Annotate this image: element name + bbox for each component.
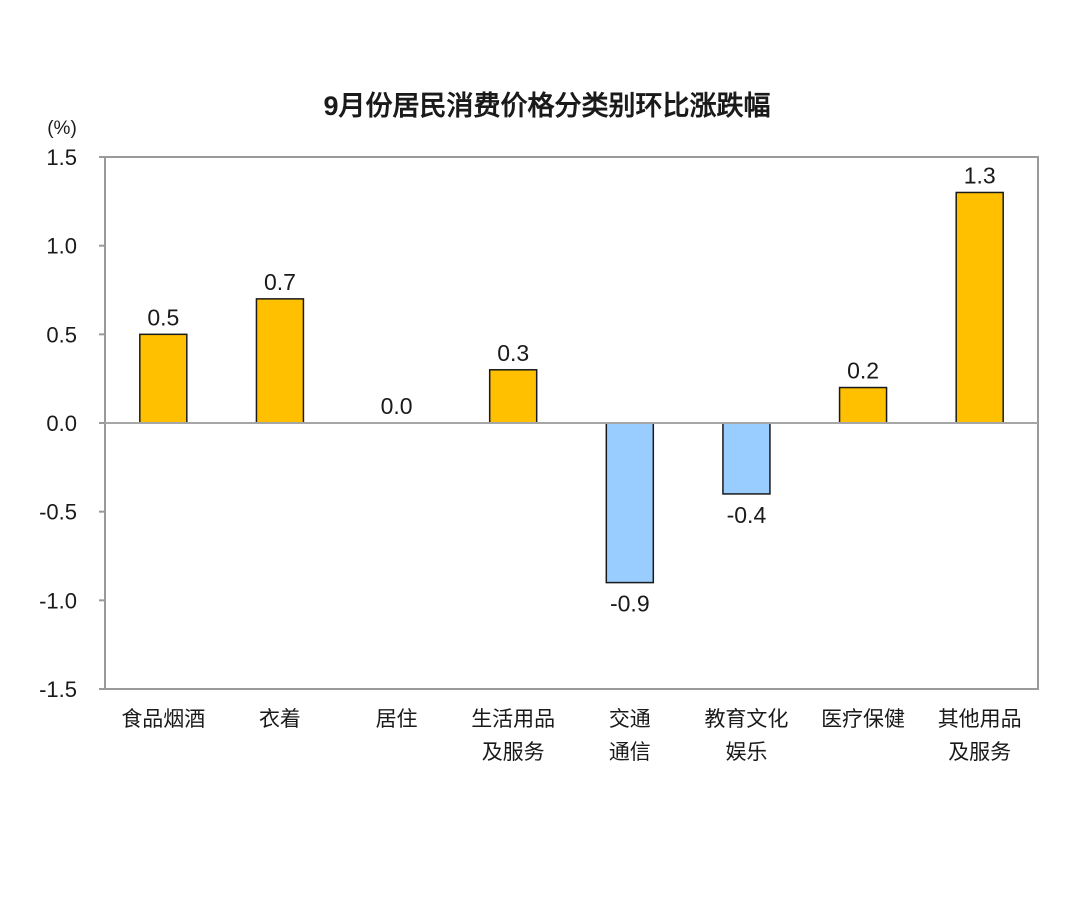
bar (488, 369, 538, 424)
x-tick-label: 生活用品及服务 (471, 707, 555, 764)
x-tick-label: 交通通信 (609, 707, 651, 764)
chart-title: 9月份居民消费价格分类别环比涨跌幅 (323, 91, 770, 121)
bar (255, 298, 305, 424)
plot-area: 1.5 1.0 0.5 0.0 -0.5 -1.0 -1.5 0.5 0.7 0.0 0.3 -0.9… (39, 145, 1039, 764)
y-tick-label: 1.5 (46, 145, 77, 170)
bar (955, 191, 1004, 424)
data-label: 0.5 (147, 304, 179, 330)
data-label: 0.0 (381, 393, 413, 419)
bar (139, 333, 188, 424)
data-label: 1.3 (964, 162, 996, 188)
x-tick-label: 食品烟酒 (121, 707, 205, 731)
y-tick-label: -1.0 (39, 588, 77, 613)
x-tick-label: 居住 (376, 707, 418, 731)
data-label: 0.7 (264, 269, 296, 295)
bar (722, 422, 771, 495)
x-tick-label: 教育文化娱乐 (704, 707, 788, 764)
bar (605, 422, 655, 584)
x-tick-label: 其他用品及服务 (938, 707, 1022, 764)
data-label: -0.4 (727, 502, 767, 528)
y-tick-label: 1.0 (46, 234, 77, 259)
x-tick-label: 医疗保健 (821, 707, 905, 731)
y-axis-unit-label: (%) (47, 118, 77, 139)
y-tick-label: -0.5 (39, 500, 77, 525)
data-label: 0.3 (497, 340, 529, 366)
data-label: 0.2 (847, 358, 879, 384)
y-tick-label: 0.5 (46, 322, 77, 347)
y-tick-label: -1.5 (39, 677, 77, 702)
data-label: -0.9 (610, 591, 650, 617)
y-tick-label: 0.0 (46, 411, 77, 436)
bar (838, 386, 888, 424)
x-tick-label: 衣着 (259, 707, 301, 731)
